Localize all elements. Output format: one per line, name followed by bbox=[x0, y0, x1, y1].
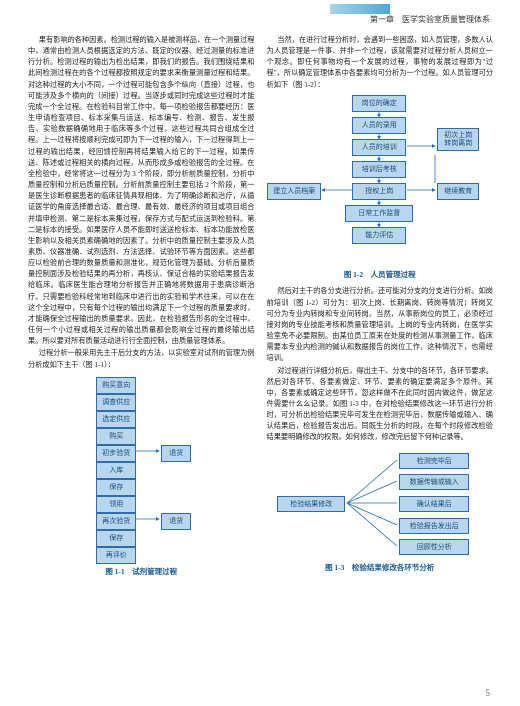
left-para-2: 过程分析一般采用先主干后分支的方法，以实验室对试剂的管理为例分析成如下主干（图 … bbox=[28, 348, 255, 370]
fig3-leaf-4: 回顾性分析 bbox=[399, 539, 469, 556]
fig2-box-3: 培训后考核 bbox=[352, 161, 406, 178]
right-para-3: 对过程进行详细分析后，得出主干、分支中的各环节，各环节要求。然后对各环节、各要素… bbox=[267, 366, 494, 444]
fig1-box-0: 购买意向 bbox=[96, 377, 136, 394]
fig1-box-11: 退货 bbox=[161, 445, 191, 462]
fig1-box-5: 入库 bbox=[96, 462, 136, 479]
fig1-box-7: 领用 bbox=[96, 496, 136, 513]
fig3-leaf-3: 检验报告发出后 bbox=[399, 518, 469, 535]
figure-1: 购买意向 调查供应 选定供应 购买 初步验货 入库 保存 领用 再次验货 保存 … bbox=[81, 377, 201, 562]
fig1-box-10: 再评价 bbox=[96, 547, 136, 564]
chapter-title: 第一章 医学实验室质量管理体系 bbox=[370, 14, 490, 25]
header-accent bbox=[330, 4, 390, 14]
page-header: 第一章 医学实验室质量管理体系 bbox=[0, 0, 520, 30]
fig3-leaf-2: 确认结果后 bbox=[399, 496, 469, 513]
fig2-box-6: 能力评估 bbox=[352, 227, 406, 244]
fig2-box-5: 日常工作监督 bbox=[345, 205, 413, 222]
fig1-caption: 图 1-1 试剂管理过程 bbox=[28, 566, 255, 578]
right-para-1: 当然，在进行过程分析时，会遇到一些困惑，如人员管理，多数人认为人员管理是一件事、… bbox=[267, 35, 494, 91]
fig2-box-4: 授权上岗 bbox=[352, 183, 406, 200]
fig3-leaf-0: 检测完毕后 bbox=[399, 453, 469, 470]
fig1-box-4: 初步验货 bbox=[96, 445, 136, 462]
fig1-box-6: 保存 bbox=[96, 479, 136, 496]
fig2-caption: 图 1-2 人员管理过程 bbox=[267, 269, 494, 281]
left-column: 果有影响的各种因素。检测过程的输入是被测样品，在一个测量过程中，通常由检测人员根… bbox=[28, 35, 255, 577]
figure-3: 检验结果修改 检测完毕后 数据传输或输入 确认结果后 检验报告发出后 回顾性分析 bbox=[267, 448, 492, 558]
figure-2: 岗位的确定 人员的录用 人员的培训 培训后考核 授权上岗 日常工作监督 能力评估… bbox=[267, 95, 492, 265]
fig3-center: 检验结果修改 bbox=[277, 496, 345, 513]
fig1-box-3: 购买 bbox=[96, 428, 136, 445]
right-column: 当然，在进行过程分析时，会遇到一些困惑，如人员管理，多数人认为人员管理是一件事、… bbox=[267, 35, 494, 577]
fig2-box-1: 人员的录用 bbox=[352, 117, 406, 134]
fig3-leaf-1: 数据传输或输入 bbox=[399, 474, 469, 491]
left-para-1: 果有影响的各种因素。检测过程的输入是被测样品，在一个测量过程中，通常由检测人员根… bbox=[28, 35, 255, 347]
fig1-box-2: 选定供应 bbox=[96, 411, 136, 428]
right-para-2: 然后对主干的各分支进行分析。还可能对分支的分支进行分析。如岗前培训（图 1-2）… bbox=[267, 286, 494, 364]
fig3-caption: 图 1-3 检验结果修改各环节分析 bbox=[267, 562, 494, 574]
fig2-box-2: 人员的培训 bbox=[352, 139, 406, 156]
fig2-box-9: 继续教育 bbox=[437, 183, 479, 200]
fig2-box-7: 建立人员档案 bbox=[267, 183, 321, 200]
fig1-box-12: 退货 bbox=[161, 513, 191, 530]
content-columns: 果有影响的各种因素。检测过程的输入是被测样品，在一个测量过程中，通常由检测人员根… bbox=[28, 35, 493, 577]
page-number: 5 bbox=[486, 688, 491, 698]
fig2-box-0: 岗位的确定 bbox=[352, 95, 406, 112]
fig1-box-1: 调查供应 bbox=[96, 394, 136, 411]
fig1-box-8: 再次验货 bbox=[96, 513, 136, 530]
fig2-box-8: 初次上岗转岗离岗 bbox=[437, 128, 479, 151]
fig1-box-9: 保存 bbox=[96, 530, 136, 547]
